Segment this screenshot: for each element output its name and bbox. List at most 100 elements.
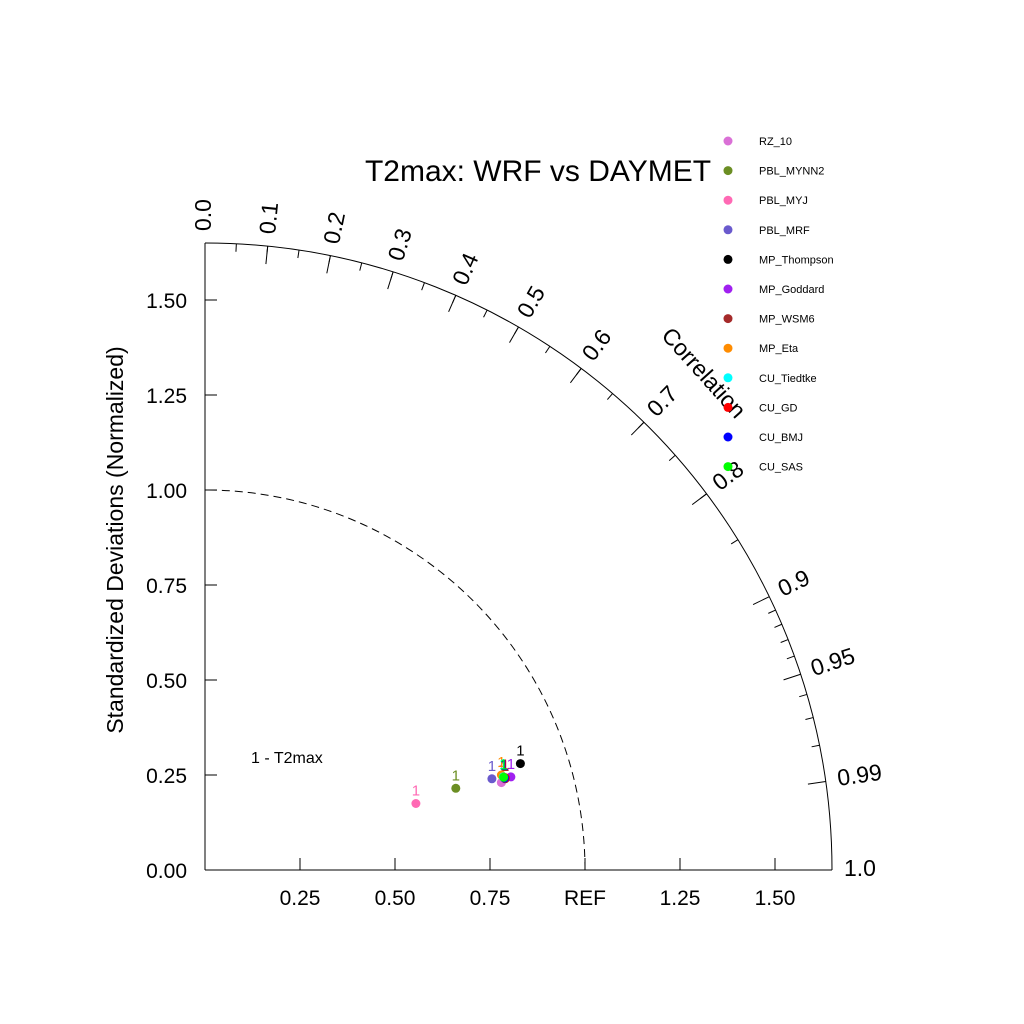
correlation-minor-tick bbox=[768, 609, 776, 614]
legend-entry: MP_Goddard bbox=[759, 284, 824, 296]
legend-entry: CU_SAS bbox=[759, 462, 803, 474]
correlation-minor-tick bbox=[606, 393, 613, 400]
y-tick-label: 1.25 bbox=[146, 385, 187, 408]
correlation-tick bbox=[448, 295, 457, 313]
correlation-label: 0.5 bbox=[512, 281, 551, 322]
correlation-minor-tick bbox=[730, 539, 739, 545]
correlation-tick bbox=[509, 326, 519, 343]
correlation-minor-tick bbox=[668, 454, 676, 461]
legend-marker bbox=[723, 166, 733, 176]
legend-entry: MP_Thompson bbox=[759, 254, 834, 266]
correlation-minor-tick bbox=[421, 282, 425, 291]
legend-entry: PBL_MYJ bbox=[759, 195, 808, 207]
correlation-minor-tick bbox=[780, 639, 789, 643]
correlation-labels: 0.0 0.1 0.2 0.3 0.4 0.5 0.6 0.7 0.8 0.9 0.95 0.99 1.… bbox=[190, 199, 883, 881]
data-point bbox=[451, 783, 461, 793]
data-point-label: 1 bbox=[500, 757, 508, 774]
legend: RZ_10 PBL_MYNN2 PBL_MYJ PBL_MRF MP_Thompson M… bbox=[723, 136, 834, 474]
data-point-label: 1 bbox=[501, 757, 509, 774]
correlation-label: 0.2 bbox=[318, 210, 350, 247]
correlation-label: 0.0 bbox=[190, 199, 216, 231]
y-tick-label: 0.75 bbox=[146, 575, 187, 598]
data-point-label: 1 bbox=[452, 767, 460, 784]
data-point-label: 1 bbox=[499, 756, 507, 773]
y-axis-label: Standardized Deviations (Normalized) bbox=[102, 346, 128, 733]
data-point-label: 1 bbox=[497, 754, 505, 771]
data-point bbox=[515, 759, 525, 769]
data-point bbox=[499, 772, 509, 782]
legend-marker bbox=[723, 402, 733, 412]
correlation-label: 0.6 bbox=[576, 324, 616, 365]
correlation-minor-tick bbox=[774, 623, 783, 628]
legend-marker bbox=[723, 432, 733, 442]
x-tick-label: 1.25 bbox=[660, 887, 701, 910]
y-tick-label: 1.00 bbox=[146, 480, 187, 503]
correlation-minor-tick bbox=[786, 655, 795, 660]
data-point-label: 1 bbox=[507, 756, 515, 773]
case-label: 1 - T2max bbox=[251, 750, 323, 767]
correlation-minor-tick bbox=[483, 309, 488, 318]
x-tick-label: REF bbox=[564, 887, 606, 910]
correlation-tick bbox=[691, 493, 707, 506]
correlation-tick bbox=[387, 271, 394, 290]
correlation-tick bbox=[783, 673, 801, 681]
correlation-minor-tick bbox=[811, 744, 820, 748]
legend-entry: CU_GD bbox=[759, 402, 798, 414]
x-tick-label: 1.50 bbox=[755, 887, 796, 910]
correlation-label: 0.4 bbox=[447, 249, 484, 289]
x-tick-label: 0.25 bbox=[280, 887, 321, 910]
legend-entry: CU_Tiedtke bbox=[759, 373, 817, 385]
correlation-label: 0.1 bbox=[254, 201, 283, 235]
legend-entry: MP_WSM6 bbox=[759, 314, 815, 326]
correlation-minor-tick bbox=[799, 693, 808, 698]
legend-entry: PBL_MYNN2 bbox=[759, 166, 824, 178]
correlation-minor-tick bbox=[297, 250, 300, 259]
legend-entry: PBL_MRF bbox=[759, 225, 810, 237]
legend-marker bbox=[723, 373, 733, 383]
correlation-arc bbox=[204, 242, 833, 871]
legend-marker bbox=[723, 462, 733, 472]
x-tick-label: 0.75 bbox=[470, 887, 511, 910]
legend-marker bbox=[723, 254, 733, 264]
data-point bbox=[411, 799, 421, 808]
correlation-label: 0.3 bbox=[382, 225, 416, 263]
correlation-label: 0.7 bbox=[642, 380, 683, 421]
legend-marker bbox=[723, 284, 733, 294]
correlation-minor-tick bbox=[545, 346, 551, 354]
data-point bbox=[487, 774, 497, 784]
data-point-label: 1 bbox=[412, 783, 420, 800]
x-tick-label: 0.50 bbox=[375, 887, 416, 910]
legend-marker bbox=[723, 314, 733, 324]
axis-ticks: 0.00 0.25 0.50 0.75 1.00 1.25 1.50 0.25 0.50 0.75… bbox=[146, 290, 795, 910]
y-tick-label: 0.00 bbox=[146, 860, 187, 883]
legend-marker bbox=[723, 195, 733, 205]
correlation-tick bbox=[752, 596, 770, 605]
legend-marker bbox=[723, 136, 733, 146]
correlation-label: 0.9 bbox=[774, 564, 814, 601]
legend-entry: RZ_10 bbox=[759, 136, 792, 148]
correlation-tick bbox=[326, 255, 331, 274]
chart-title: T2max: WRF vs DAYMET bbox=[365, 155, 711, 188]
correlation-minor-tick bbox=[805, 717, 814, 721]
correlation-label: 1.0 bbox=[844, 855, 876, 881]
data-point-label: 1 bbox=[500, 756, 508, 773]
data-point-label: 1 bbox=[488, 758, 496, 775]
data-point-label: 1 bbox=[497, 762, 505, 779]
data-point-label: 1 bbox=[516, 743, 524, 760]
y-tick-label: 1.50 bbox=[146, 290, 187, 313]
correlation-tick bbox=[570, 368, 582, 384]
correlation-label: 0.99 bbox=[835, 759, 883, 791]
data-point-label: 1 bbox=[501, 758, 509, 775]
legend-marker bbox=[723, 225, 733, 235]
legend-entry: MP_Eta bbox=[759, 343, 799, 355]
correlation-tick bbox=[807, 781, 826, 785]
axes bbox=[204, 242, 833, 871]
correlation-label: 0.95 bbox=[807, 642, 858, 681]
correlation-tick bbox=[265, 246, 269, 265]
y-tick-label: 0.50 bbox=[146, 670, 187, 693]
y-tick-label: 0.25 bbox=[146, 765, 187, 788]
legend-marker bbox=[723, 343, 733, 353]
correlation-tick bbox=[630, 421, 645, 436]
